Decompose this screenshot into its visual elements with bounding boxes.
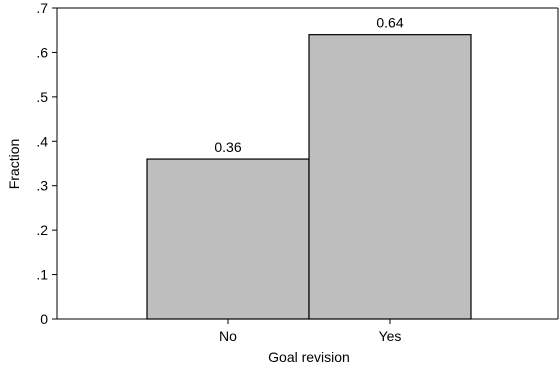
bar (308, 34, 472, 320)
bar-data-label: 0.64 (376, 15, 403, 31)
plot-frame (56, 7, 559, 320)
y-tick-label: .6 (36, 44, 48, 60)
y-tick-label: .1 (36, 267, 48, 283)
x-axis-title: Goal revision (268, 349, 350, 365)
bar (146, 158, 310, 320)
x-tick-label: No (219, 328, 237, 344)
bars: 0.36 0.64 (146, 15, 472, 320)
y-axis-title: Fraction (6, 139, 22, 190)
x-axis-ticks: No Yes (219, 319, 401, 344)
y-tick-label: .5 (36, 89, 48, 105)
y-tick-label: .3 (36, 178, 48, 194)
x-tick-label: Yes (379, 328, 402, 344)
y-tick-label: .7 (36, 0, 48, 16)
bar-data-label: 0.36 (214, 139, 241, 155)
y-tick-label: .2 (36, 222, 48, 238)
y-tick-label: .4 (36, 133, 48, 149)
y-axis-ticks: 0 .1 .2 .3 .4 .5 .6 .7 (36, 0, 57, 327)
y-tick-label: 0 (40, 311, 48, 327)
